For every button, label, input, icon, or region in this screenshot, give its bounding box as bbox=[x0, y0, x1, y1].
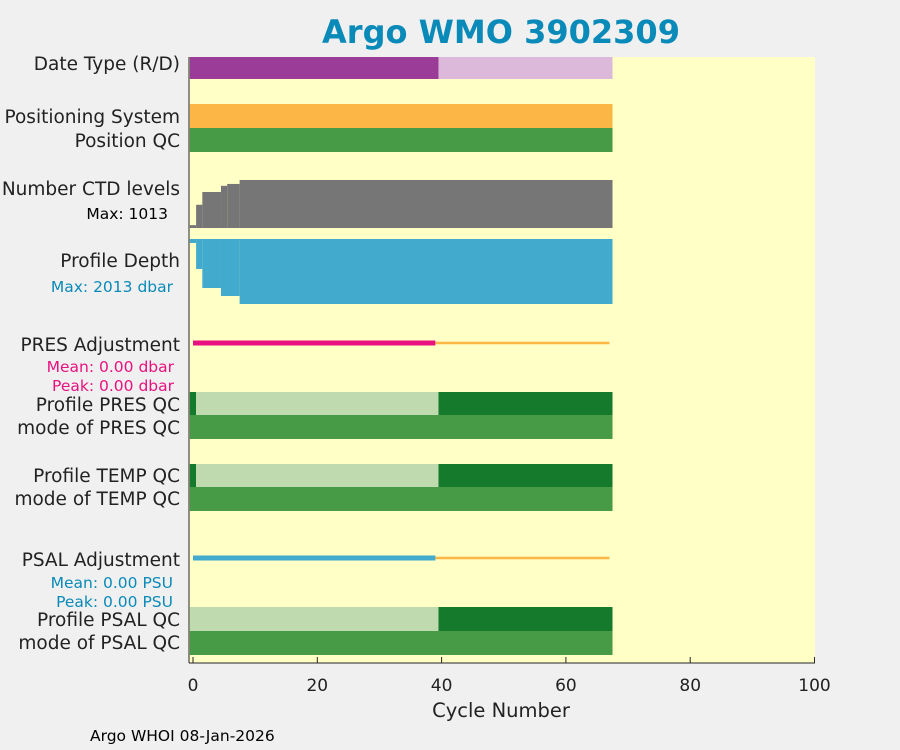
chart-marks bbox=[189, 57, 613, 655]
bar-mode-psal-qc-0 bbox=[189, 631, 613, 655]
bar-profile-temp-qc-1 bbox=[196, 464, 439, 487]
row-label-profile-depth: Profile Depth bbox=[60, 251, 180, 272]
bar-profile-depth-0 bbox=[189, 239, 197, 243]
bar-ctd-levels-2 bbox=[202, 191, 221, 228]
ctd-max-label: Max: 1013 bbox=[86, 205, 168, 223]
psal-mean-label: Mean: 0.00 PSU bbox=[51, 574, 173, 592]
bar-profile-psal-qc-0 bbox=[189, 607, 439, 631]
bar-mode-temp-qc-0 bbox=[189, 487, 613, 511]
bar-date-type-1 bbox=[438, 57, 613, 79]
bar-mode-pres-qc-0 bbox=[189, 415, 613, 439]
row-label-psal-adjustment: PSAL Adjustment bbox=[22, 550, 180, 571]
bar-profile-pres-qc-2 bbox=[438, 392, 613, 415]
bar-ctd-levels-4 bbox=[227, 183, 240, 228]
bar-profile-depth-2 bbox=[202, 239, 221, 288]
bar-profile-temp-qc-2 bbox=[438, 464, 613, 487]
row-label-profile-pres-qc: Profile PRES QC bbox=[36, 395, 180, 416]
chart-title: Argo WMO 3902309 bbox=[322, 13, 680, 51]
bar-profile-pres-qc-0 bbox=[189, 392, 197, 415]
x-tick-label-20: 20 bbox=[306, 676, 328, 696]
row-labels: Date Type (R/D) Positioning System Posit… bbox=[2, 54, 180, 654]
pres-peak-label: Peak: 0.00 dbar bbox=[52, 377, 175, 395]
bar-ctd-levels-5 bbox=[239, 180, 613, 228]
x-tick-label-60: 60 bbox=[555, 676, 577, 696]
footer-stamp: Argo WHOI 08-Jan-2026 bbox=[90, 727, 275, 745]
bar-position-qc-0 bbox=[189, 128, 613, 152]
row-label-pres-adjustment: PRES Adjustment bbox=[20, 335, 180, 356]
depth-max-label: Max: 2013 dbar bbox=[51, 278, 174, 296]
x-tick-label-40: 40 bbox=[431, 676, 453, 696]
bar-ctd-levels-0 bbox=[189, 225, 197, 228]
x-tick-label-0: 0 bbox=[188, 676, 199, 696]
x-tick-label-100: 100 bbox=[798, 676, 830, 696]
row-label-date-type: Date Type (R/D) bbox=[34, 54, 180, 75]
row-label-positioning-system: Positioning System bbox=[4, 107, 180, 128]
row-label-mode-temp-qc: mode of TEMP QC bbox=[14, 489, 180, 510]
row-label-profile-temp-qc: Profile TEMP QC bbox=[33, 466, 180, 487]
bar-profile-depth-3 bbox=[220, 239, 240, 296]
pres-mean-label: Mean: 0.00 dbar bbox=[47, 358, 175, 376]
sub-labels: Max: 1013 Max: 2013 dbar Mean: 0.00 dbar… bbox=[47, 205, 175, 611]
bar-profile-depth-1 bbox=[196, 239, 203, 269]
row-label-mode-psal-qc: mode of PSAL QC bbox=[18, 633, 180, 654]
x-tick-label-80: 80 bbox=[679, 676, 701, 696]
row-label-ctd-levels: Number CTD levels bbox=[2, 179, 180, 200]
bar-date-type-0 bbox=[189, 57, 439, 79]
psal-peak-label: Peak: 0.00 PSU bbox=[56, 593, 173, 611]
plot-area bbox=[189, 57, 815, 663]
bar-profile-depth-4 bbox=[239, 239, 613, 304]
x-axis-label: Cycle Number bbox=[432, 699, 571, 722]
bar-ctd-levels-3 bbox=[220, 185, 228, 228]
bar-profile-pres-qc-1 bbox=[196, 392, 439, 415]
row-label-profile-psal-qc: Profile PSAL QC bbox=[37, 610, 180, 631]
bar-positioning-system-0 bbox=[189, 104, 613, 128]
bar-profile-temp-qc-0 bbox=[189, 464, 197, 487]
chart-axes: 0 20 40 60 80 100 bbox=[188, 57, 831, 696]
row-label-mode-pres-qc: mode of PRES QC bbox=[17, 418, 180, 439]
bar-profile-psal-qc-1 bbox=[438, 607, 613, 631]
bar-ctd-levels-1 bbox=[196, 204, 203, 228]
row-label-position-qc: Position QC bbox=[75, 131, 180, 152]
